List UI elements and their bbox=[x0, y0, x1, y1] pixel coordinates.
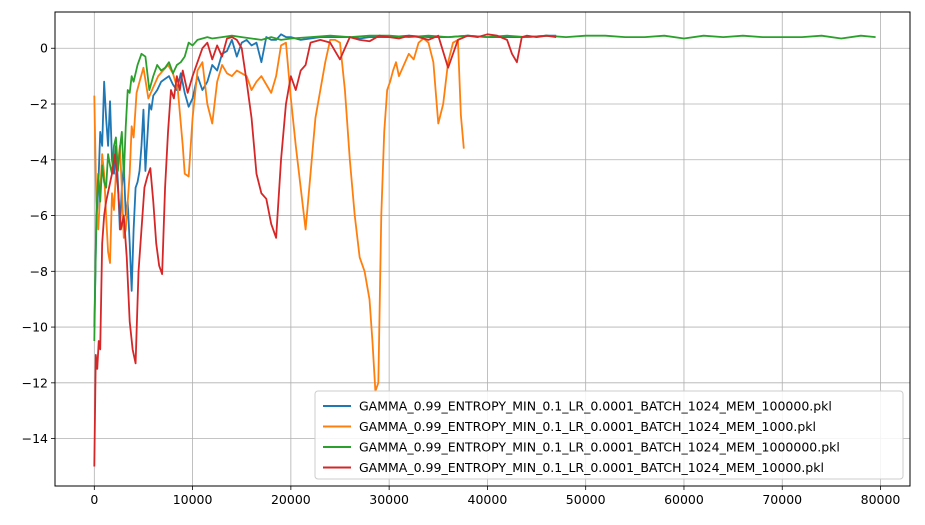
legend-label: GAMMA_0.99_ENTROPY_MIN_0.1_LR_0.0001_BAT… bbox=[359, 460, 824, 475]
series-line-3 bbox=[93, 33, 557, 467]
x-tick-label: 20000 bbox=[271, 492, 311, 507]
x-tick-label: 60000 bbox=[664, 492, 704, 507]
y-tick-label: −8 bbox=[30, 264, 48, 279]
y-tick-label: −14 bbox=[22, 431, 48, 446]
y-tick-label: −10 bbox=[22, 320, 48, 335]
x-tick-label: 70000 bbox=[762, 492, 802, 507]
x-tick-label: 40000 bbox=[468, 492, 508, 507]
legend-label: GAMMA_0.99_ENTROPY_MIN_0.1_LR_0.0001_BAT… bbox=[359, 399, 832, 414]
x-tick-label: 10000 bbox=[173, 492, 213, 507]
legend: GAMMA_0.99_ENTROPY_MIN_0.1_LR_0.0001_BAT… bbox=[314, 390, 904, 480]
y-tick-label: −6 bbox=[30, 208, 48, 223]
series-line-2 bbox=[93, 34, 876, 342]
y-tick-label: −4 bbox=[30, 152, 48, 167]
legend-label: GAMMA_0.99_ENTROPY_MIN_0.1_LR_0.0001_BAT… bbox=[359, 440, 840, 455]
x-tick-label: 30000 bbox=[369, 492, 409, 507]
y-tick-label: −12 bbox=[22, 375, 48, 390]
x-tick-label: 80000 bbox=[861, 492, 901, 507]
axis-ticks: 0 10000 20000 30000 40000 50000 60000 70000 8000… bbox=[22, 41, 901, 507]
x-tick-label: 50000 bbox=[566, 492, 606, 507]
plot-frame bbox=[54, 11, 911, 487]
y-tick-label: 0 bbox=[40, 41, 48, 56]
y-tick-label: −2 bbox=[30, 97, 48, 112]
data-series bbox=[93, 33, 876, 467]
legend-label: GAMMA_0.99_ENTROPY_MIN_0.1_LR_0.0001_BAT… bbox=[359, 419, 816, 434]
legend-box bbox=[314, 390, 904, 480]
x-tick-label: 0 bbox=[90, 492, 98, 507]
